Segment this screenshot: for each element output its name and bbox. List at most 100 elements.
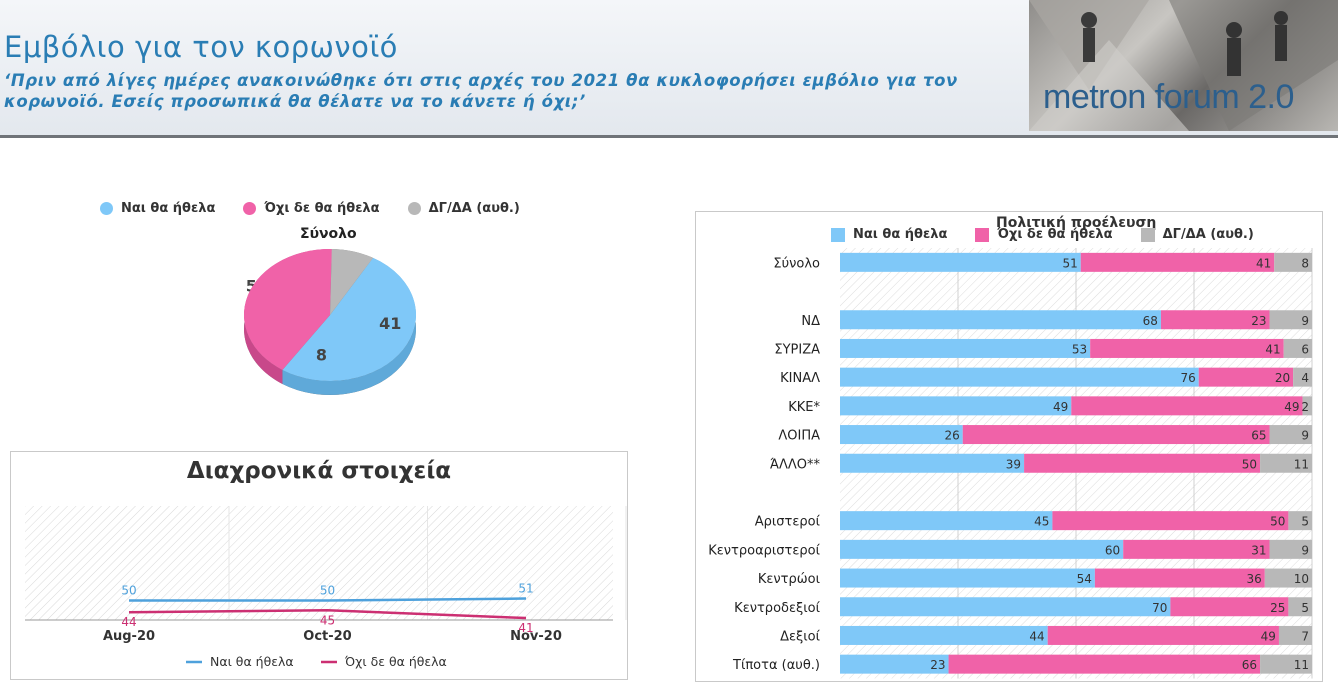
legend-item-yes: Ναι θα ήθελα — [100, 201, 215, 216]
bar-value-label: 2 — [1301, 400, 1309, 414]
bar-value-label: 26 — [944, 429, 959, 443]
bar-value-label: 41 — [1256, 256, 1271, 270]
bar-segment — [840, 310, 1161, 330]
trend-series-line — [128, 608, 527, 620]
bar-value-label: 25 — [1270, 601, 1285, 615]
bar-segment — [1293, 367, 1312, 387]
bar-segment — [840, 338, 1091, 358]
bar-value-label: 11 — [1294, 457, 1309, 471]
bar-category-label: Αριστεροί — [755, 515, 821, 530]
bar-segment — [1123, 539, 1270, 559]
bar-segment — [840, 654, 949, 674]
bar-value-label: 41 — [1265, 342, 1280, 356]
bar-value-label: 50 — [1270, 515, 1285, 529]
bar-segment — [1170, 597, 1289, 617]
bar-legend-swatch-dk — [1140, 227, 1155, 242]
metron-forum-logo: metron forum 2.0 — [1029, 0, 1338, 131]
bar-category-label: ΚΙΝΑΛ — [780, 371, 820, 386]
bar-segment — [1269, 539, 1312, 559]
bar-segment — [840, 511, 1053, 531]
bar-value-label: 39 — [1006, 457, 1021, 471]
bar-value-label: 11 — [1294, 658, 1309, 672]
bar-segment — [1198, 367, 1294, 387]
bar-category-label: Κεντροαριστεροί — [708, 543, 820, 558]
bar-category-label: Δεξιοί — [780, 629, 821, 644]
bar-value-label: 23 — [1251, 314, 1266, 328]
bar-legend-item-dk: ΔΓ/ΔΑ (αυθ.) — [1140, 227, 1254, 242]
bar-segment — [840, 396, 1072, 416]
bar-segment — [840, 425, 963, 445]
bar-segment — [1288, 597, 1312, 617]
trend-chart-panel: Διαχρονικά στοιχεία 50 50 51 44 45 41 Aug-20 Oc… — [10, 451, 628, 680]
bar-legend-label-dk: ΔΓ/ΔΑ (αυθ.) — [1162, 227, 1254, 242]
bar-value-label: 23 — [930, 658, 945, 672]
bar-value-label: 9 — [1301, 429, 1309, 443]
bar-segment — [840, 252, 1081, 272]
trend-plot-area — [25, 506, 613, 620]
pie-title: Σύνολο — [300, 226, 357, 242]
bar-value-label: 4 — [1301, 371, 1309, 385]
legend-dot-yes — [100, 202, 113, 215]
bar-value-label: 50 — [1242, 457, 1257, 471]
legend-dot-no — [243, 202, 257, 215]
trend-data-label: 45 — [320, 613, 335, 627]
bar-legend: Ναι θα ήθελα Όχι δε θα ήθελα ΔΓ/ΔΑ (αυθ.… — [831, 227, 1282, 242]
bar-value-label: 36 — [1247, 572, 1262, 586]
bar-legend-label-no: Όχι δε θα ήθελα — [997, 227, 1113, 242]
bar-segment — [840, 625, 1048, 645]
bar-value-label: 7 — [1301, 629, 1309, 643]
bar-category-label: ΆΛΛΟ** — [770, 457, 821, 472]
bar-value-label: 9 — [1301, 543, 1309, 557]
bar-segment — [840, 597, 1171, 617]
bar-segment — [840, 539, 1124, 559]
bar-value-label: 70 — [1152, 601, 1167, 615]
bar-value-label: 5 — [1301, 601, 1309, 615]
trend-chart-title: Διαχρονικά στοιχεία — [186, 458, 452, 484]
bar-value-label: 49 — [1261, 629, 1276, 643]
legend-item-dk: ΔΓ/ΔΑ (αυθ.) — [407, 201, 520, 216]
bar-category-label: ΚΚΕ* — [788, 400, 820, 415]
bar-category-label: Κεντροδεξιοί — [734, 601, 820, 616]
bar-value-label: 51 — [1062, 256, 1077, 270]
legend-label-no: Όχι δε θα ήθελα — [264, 201, 380, 216]
trend-legend-label: Ναι θα ήθελα — [210, 654, 294, 669]
bar-value-label: 5 — [1301, 515, 1309, 529]
bar-segment — [1024, 453, 1261, 473]
bar-value-label: 49 — [1053, 400, 1068, 414]
bar-segment — [840, 568, 1095, 588]
bar-value-label: 9 — [1301, 314, 1309, 328]
bar-segment — [948, 654, 1261, 674]
bar-segment — [1302, 396, 1312, 416]
bar-segment — [1269, 425, 1312, 445]
trend-data-label: 50 — [320, 584, 335, 598]
bar-segment — [1071, 396, 1303, 416]
bar-value-label: 10 — [1294, 572, 1309, 586]
pie-slice-label: 41 — [379, 314, 401, 333]
bar-segment — [962, 425, 1270, 445]
bar-segment — [1264, 568, 1312, 588]
legend-dot-dk — [407, 202, 421, 215]
bar-value-label: 49 — [1284, 400, 1299, 414]
bar-segment — [1283, 338, 1312, 358]
bar-legend-item-no: Όχι δε θα ήθελα — [975, 227, 1113, 242]
bar-segment — [1052, 511, 1289, 531]
bar-category-label: ΝΔ — [801, 314, 820, 329]
bar-segment — [1288, 511, 1312, 531]
trend-legend-label: Όχι δε θα ήθελα — [344, 654, 447, 669]
logo-image — [1029, 0, 1338, 131]
bar-legend-swatch-yes — [831, 227, 845, 242]
bar-value-label: 53 — [1072, 342, 1087, 356]
bar-value-label: 44 — [1029, 629, 1044, 643]
bar-category-label: ΛΟΙΠΑ — [778, 429, 820, 444]
trend-x-tick-label: Aug-20 — [103, 629, 155, 644]
legend-label-yes: Ναι θα ήθελα — [121, 201, 216, 216]
bar-category-label: ΣΥΡΙΖΑ — [774, 342, 820, 357]
trend-data-label: 51 — [518, 582, 533, 596]
bar-value-label: 6 — [1301, 342, 1309, 356]
bar-legend-label-yes: Ναι θα ήθελα — [853, 227, 948, 242]
trend-x-tick-label: Oct-20 — [303, 629, 351, 644]
bar-value-label: 66 — [1242, 658, 1257, 672]
bar-chart-panel: Πολιτική προέλευση Ναι θα ήθελα Όχι δε θ… — [695, 211, 1323, 682]
